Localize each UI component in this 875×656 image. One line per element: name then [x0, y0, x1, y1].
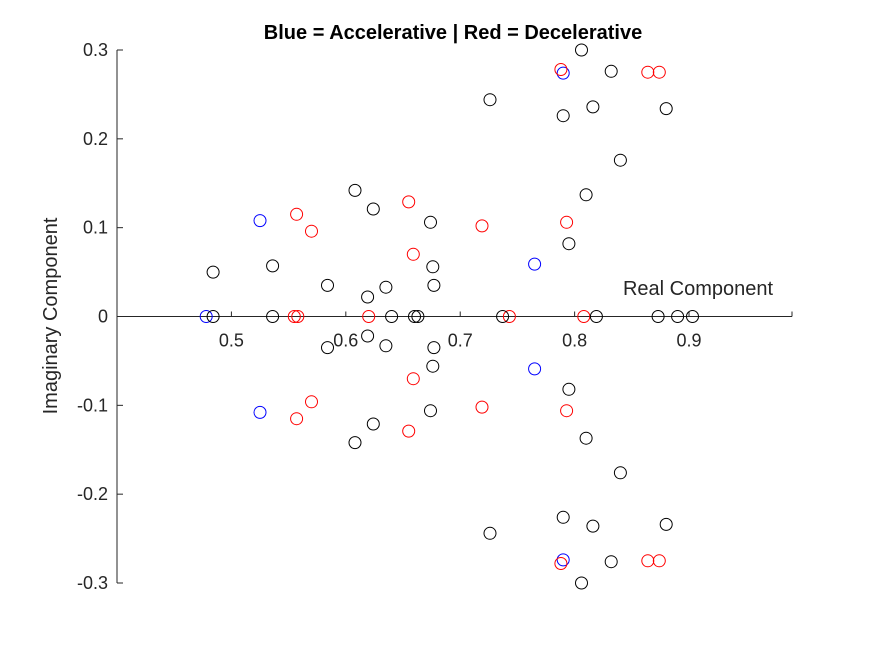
data-point [385, 310, 399, 323]
data-point [641, 65, 655, 79]
data-point [348, 436, 362, 450]
data-point [424, 404, 437, 418]
data-point [366, 417, 380, 431]
data-point [560, 215, 574, 229]
x-tick-label: 0.9 [677, 331, 702, 351]
data-point [379, 339, 393, 353]
x-ticks: 0.5 0.6 0.7 0.8 0.9 [219, 311, 702, 351]
y-tick-label: -0.3 [77, 573, 108, 593]
data-point [579, 431, 593, 445]
data-point [659, 102, 673, 116]
data-point [348, 183, 362, 197]
y-ticks: -0.3 -0.2 -0.1 0 0.1 0.2 0.3 [77, 40, 123, 593]
data-point [613, 153, 627, 167]
data-point [671, 310, 685, 323]
data-point [366, 202, 380, 216]
data-point [528, 362, 542, 376]
data-point [426, 260, 440, 274]
data-point [253, 214, 267, 228]
data-point [305, 224, 318, 238]
data-point [579, 188, 593, 202]
data-point [659, 517, 673, 531]
data-point [379, 280, 393, 294]
axes [116, 50, 793, 583]
chart-title: Blue = Accelerative | Red = Decelerative [264, 22, 642, 44]
data-point [291, 310, 305, 323]
data-point [562, 382, 576, 396]
y-tick-label: 0.1 [83, 218, 108, 238]
data-points [199, 43, 699, 590]
data-point [427, 341, 441, 355]
y-tick-label: -0.2 [77, 484, 108, 504]
data-point [361, 329, 375, 343]
data-point [604, 555, 618, 569]
data-point [321, 278, 334, 292]
y-tick-label: 0.3 [83, 40, 108, 60]
data-point [613, 466, 627, 480]
data-point [556, 66, 570, 80]
data-point [287, 310, 301, 323]
data-point [406, 372, 420, 386]
data-point [560, 404, 574, 418]
data-point [266, 310, 280, 323]
data-point [586, 100, 600, 114]
data-point [562, 237, 576, 251]
data-point [652, 554, 666, 568]
data-point [556, 553, 570, 567]
data-point [554, 557, 568, 570]
data-point [475, 219, 489, 233]
x-tick-label: 0.7 [448, 331, 473, 351]
data-point [290, 412, 304, 426]
x-axis-label: Real Component [623, 278, 774, 300]
data-point [426, 359, 440, 373]
data-point [577, 310, 591, 323]
y-tick-label: 0.2 [83, 129, 108, 149]
data-point [528, 257, 542, 271]
data-point [604, 64, 618, 78]
data-point [483, 526, 497, 540]
data-point [652, 65, 666, 79]
data-point [406, 247, 420, 261]
data-point [321, 341, 334, 355]
data-point [554, 63, 568, 76]
data-point [575, 43, 588, 57]
data-point [575, 576, 588, 590]
data-point [253, 405, 267, 419]
data-point [424, 215, 437, 229]
data-point [686, 310, 699, 323]
data-point [411, 310, 425, 323]
data-point [206, 265, 220, 279]
x-tick-label: 0.5 [219, 331, 244, 351]
data-point [651, 310, 665, 323]
data-point [266, 259, 280, 273]
data-point [427, 278, 441, 292]
y-axis-label: Imaginary Component [40, 217, 62, 414]
data-point [586, 519, 600, 533]
data-point [408, 310, 421, 323]
data-point [475, 400, 489, 414]
data-point [556, 109, 570, 123]
data-point [641, 554, 655, 568]
data-point [362, 310, 376, 323]
y-tick-label: 0 [98, 307, 108, 327]
data-point [589, 310, 603, 323]
data-point [556, 510, 570, 524]
data-point [496, 310, 510, 323]
data-point [290, 207, 304, 221]
data-point [483, 93, 497, 107]
data-point [361, 290, 375, 304]
y-tick-label: -0.1 [77, 395, 108, 415]
data-point [199, 310, 213, 323]
data-point [402, 195, 416, 209]
data-point [502, 310, 516, 323]
x-tick-label: 0.6 [333, 331, 358, 351]
data-point [206, 310, 220, 323]
data-point [305, 395, 318, 409]
data-point [402, 424, 416, 438]
x-tick-label: 0.8 [562, 331, 587, 351]
